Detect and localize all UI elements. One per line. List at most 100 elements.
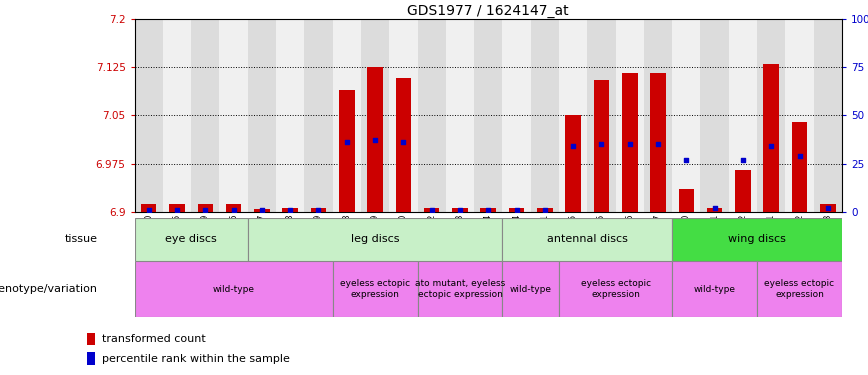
Point [453,207,467,213]
Text: wing discs: wing discs [728,234,786,244]
Bar [735,170,751,212]
Text: transformed count: transformed count [102,334,207,344]
Point [397,140,411,146]
Point [510,207,523,213]
Point [368,137,382,143]
Bar [247,19,276,212]
Bar [311,208,326,212]
Bar [226,204,241,212]
Point [198,207,212,213]
Bar [700,19,729,212]
Bar [650,74,666,212]
Bar [530,19,559,212]
Bar [135,19,163,212]
Point [481,207,495,213]
Bar [254,209,270,212]
Bar [764,64,779,212]
Point [424,207,438,213]
Bar [565,116,581,212]
Bar [367,67,383,212]
Bar [389,19,418,212]
Bar [503,19,530,212]
Text: percentile rank within the sample: percentile rank within the sample [102,354,290,364]
Text: wild-type: wild-type [510,285,552,294]
Point [538,207,552,213]
Text: leg discs: leg discs [351,234,399,244]
Bar [332,19,361,212]
Point [736,157,750,163]
Point [227,207,240,213]
Bar [707,208,722,212]
Bar [729,19,757,212]
Point [566,143,580,149]
Bar [452,208,468,212]
Bar [509,208,524,212]
Point [821,205,835,211]
Point [283,207,297,213]
Bar [474,19,503,212]
Bar [792,122,807,212]
Text: eyeless ectopic
expression: eyeless ectopic expression [340,279,410,299]
Bar [503,261,559,317]
Text: tissue: tissue [65,234,98,244]
Bar [305,19,332,212]
Bar [418,19,446,212]
Point [792,153,806,159]
Point [651,141,665,147]
Bar [396,78,411,212]
Bar [672,217,842,261]
Bar [163,19,191,212]
Point [764,143,778,149]
Bar [813,19,842,212]
Point [170,207,184,213]
Bar [332,261,418,317]
Bar [594,80,609,212]
Bar [282,208,298,212]
Bar [559,261,672,317]
Text: eyeless ectopic
expression: eyeless ectopic expression [581,279,651,299]
Bar [135,261,332,317]
Bar [481,208,496,212]
Bar [361,19,389,212]
Bar [418,261,503,317]
Bar [220,19,247,212]
Text: wild-type: wild-type [213,285,254,294]
Text: ato mutant, eyeless
ectopic expression: ato mutant, eyeless ectopic expression [415,279,505,299]
Title: GDS1977 / 1624147_at: GDS1977 / 1624147_at [407,4,569,18]
Text: eyeless ectopic
expression: eyeless ectopic expression [765,279,834,299]
Text: antennal discs: antennal discs [547,234,628,244]
Bar [169,204,185,212]
Bar [786,19,813,212]
Bar [820,204,836,212]
Bar [87,333,95,345]
Text: wild-type: wild-type [694,285,735,294]
Bar [191,19,220,212]
Bar [615,19,644,212]
Bar [503,217,672,261]
Point [707,205,721,211]
Bar [679,189,694,212]
Point [680,157,694,163]
Bar [135,217,247,261]
Point [595,141,608,147]
Point [622,141,636,147]
Bar [622,74,637,212]
Bar [276,19,305,212]
Point [339,140,354,146]
Point [255,207,269,213]
Point [141,207,155,213]
Bar [672,261,757,317]
Bar [424,208,439,212]
Bar [446,19,474,212]
Bar [757,19,786,212]
Bar [757,261,842,317]
Bar [247,217,503,261]
Bar [339,90,354,212]
Bar [537,208,553,212]
Bar [672,19,700,212]
Bar [588,19,615,212]
Point [312,207,326,213]
Bar [644,19,672,212]
Bar [559,19,588,212]
Bar [141,204,156,212]
